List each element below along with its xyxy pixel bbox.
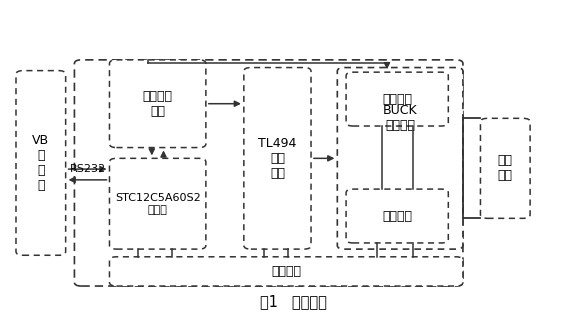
Text: 图1   系统结构: 图1 系统结构 bbox=[260, 294, 327, 309]
FancyBboxPatch shape bbox=[346, 189, 448, 243]
FancyBboxPatch shape bbox=[346, 72, 448, 126]
Text: VB
上
位
机: VB 上 位 机 bbox=[32, 134, 49, 192]
FancyBboxPatch shape bbox=[109, 158, 206, 249]
Text: 恒压恒流
选择: 恒压恒流 选择 bbox=[143, 90, 173, 118]
FancyBboxPatch shape bbox=[109, 60, 206, 148]
FancyBboxPatch shape bbox=[16, 71, 66, 255]
Text: 采样电路: 采样电路 bbox=[382, 93, 412, 105]
Text: 电池
负载: 电池 负载 bbox=[498, 154, 513, 182]
Text: RS232: RS232 bbox=[70, 164, 106, 174]
Text: 供电电路: 供电电路 bbox=[271, 265, 301, 278]
FancyBboxPatch shape bbox=[109, 257, 463, 286]
Text: STC12C5A60S2
单片机: STC12C5A60S2 单片机 bbox=[115, 193, 201, 215]
FancyBboxPatch shape bbox=[480, 118, 530, 218]
Text: BUCK
变换电路: BUCK 变换电路 bbox=[383, 105, 417, 132]
FancyBboxPatch shape bbox=[244, 68, 311, 249]
FancyBboxPatch shape bbox=[75, 60, 463, 286]
FancyBboxPatch shape bbox=[338, 68, 463, 249]
Text: TL494
驱动
电路: TL494 驱动 电路 bbox=[258, 137, 296, 180]
Text: 保护电路: 保护电路 bbox=[382, 210, 412, 222]
